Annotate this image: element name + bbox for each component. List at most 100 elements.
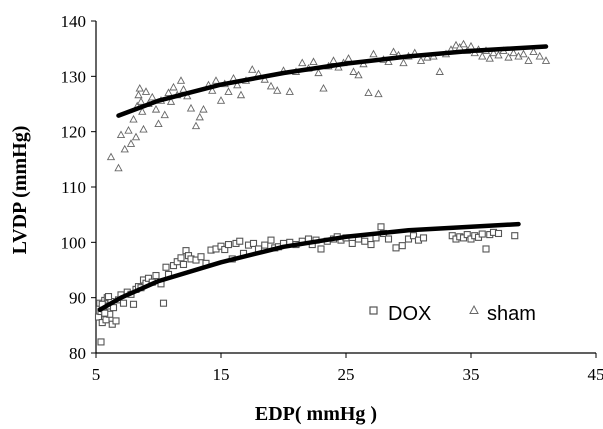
x-tick-label: 35	[463, 365, 480, 384]
sham-point	[166, 97, 176, 105]
sham-point	[160, 110, 169, 119]
dox-point	[377, 223, 385, 231]
dox-point	[348, 239, 356, 247]
y-tick-label: 110	[61, 178, 86, 197]
dox-point	[267, 236, 275, 244]
sham-point	[179, 85, 188, 93]
dox-point	[102, 316, 110, 324]
sham-point	[285, 87, 294, 95]
sham-point	[519, 49, 528, 58]
sham-point	[224, 87, 233, 95]
sham-point	[208, 86, 217, 94]
x-tick-label: 25	[338, 365, 355, 384]
y-tick-label: 130	[61, 67, 87, 86]
legend-dox-label: DOX	[388, 303, 431, 325]
sham-point	[138, 107, 147, 115]
sham-point	[191, 121, 201, 130]
sham-point	[349, 67, 358, 75]
sham-point	[354, 70, 363, 79]
sham-point	[260, 75, 269, 83]
sham-point	[384, 57, 393, 65]
sham-point	[114, 163, 123, 172]
sham-point	[364, 88, 373, 96]
sham-point	[459, 39, 468, 48]
sham-point	[148, 92, 157, 101]
dox-point	[177, 254, 185, 262]
x-tick-label: 5	[92, 365, 101, 384]
dox-point	[261, 241, 269, 249]
dox-point	[197, 253, 205, 261]
sham-point	[176, 76, 186, 84]
sham-point	[195, 112, 204, 121]
x-axis-ticks: 5 15 25 35 45	[92, 353, 603, 384]
sham-point	[211, 76, 221, 84]
x-axis-title: EDP( mmHg )	[255, 403, 377, 425]
dox-point	[179, 260, 188, 269]
dox-point	[162, 263, 170, 271]
dox-point	[419, 234, 428, 242]
y-tick-label: 120	[61, 123, 87, 142]
trendlines	[97, 44, 549, 313]
sham-point	[298, 58, 307, 67]
dox-point	[144, 274, 153, 282]
sham-point	[216, 96, 226, 104]
dox-point	[494, 229, 503, 238]
sham-point	[369, 49, 378, 58]
dox-point	[398, 242, 406, 250]
dox-point	[112, 317, 120, 325]
sham-point	[344, 54, 353, 62]
legend-sham-marker	[469, 304, 479, 314]
sham-point	[248, 65, 257, 73]
dox-point	[317, 245, 325, 253]
y-axis-title: LVDP (mmHg)	[9, 126, 31, 255]
sham-point	[509, 48, 518, 57]
sham-point	[535, 51, 544, 60]
sham-point	[309, 57, 318, 65]
sham-point	[319, 83, 328, 92]
x-tick-label: 15	[213, 365, 230, 384]
sham-point	[435, 67, 444, 75]
sham-point	[116, 130, 126, 139]
dox-point	[463, 231, 471, 239]
dox-point	[361, 237, 369, 245]
sham-point	[139, 124, 148, 133]
dox-point	[129, 300, 138, 308]
sham-point	[478, 51, 487, 60]
sham-point	[164, 88, 173, 96]
sham-point	[504, 52, 513, 61]
dox-point	[409, 232, 418, 240]
sham-point	[451, 40, 461, 49]
sham-point	[541, 56, 551, 64]
sham-point	[374, 89, 383, 98]
legend-dox-marker	[369, 306, 378, 315]
y-axis-ticks: 80 90 100 110 120 130 140	[61, 12, 96, 363]
sham-point	[329, 56, 338, 64]
sham-point	[389, 47, 398, 56]
sham-point	[169, 82, 178, 91]
y-tick-label: 140	[61, 12, 87, 31]
dox-point	[119, 299, 128, 307]
sham-point	[154, 119, 163, 127]
dox-point	[101, 309, 109, 317]
x-tick-label: 45	[588, 365, 603, 384]
sham-point	[485, 54, 494, 62]
sham-point	[314, 68, 323, 77]
legend: DOX sham	[369, 303, 536, 325]
sham-point	[141, 87, 151, 95]
dox-point	[511, 232, 519, 240]
dox-point	[249, 239, 258, 247]
dox-point	[159, 299, 168, 307]
dox-point	[384, 235, 393, 243]
sham-point	[131, 132, 141, 141]
dox-point	[104, 293, 113, 301]
sham-point	[134, 90, 143, 99]
dox-point	[169, 262, 178, 270]
y-tick-label: 90	[69, 289, 86, 308]
sham-trendline	[116, 44, 549, 118]
dox-point	[392, 244, 400, 252]
dox-trendline	[97, 221, 521, 313]
sham-point	[124, 126, 133, 134]
sham-point	[136, 97, 146, 105]
sham-point	[273, 86, 282, 94]
